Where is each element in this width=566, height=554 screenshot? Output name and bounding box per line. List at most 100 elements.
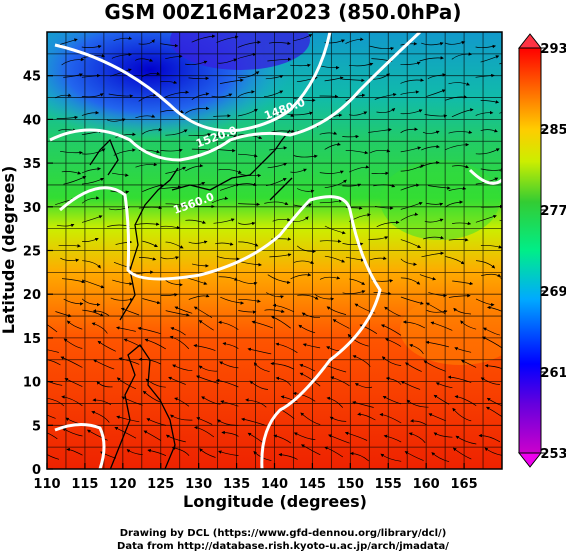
y-tick-label: 35	[23, 157, 41, 172]
streamline	[81, 148, 106, 155]
lat-lon-grid	[47, 32, 502, 469]
streamline	[238, 298, 261, 303]
streamline	[332, 319, 350, 329]
streamline	[82, 237, 99, 242]
streamline	[384, 338, 402, 347]
streamline	[269, 146, 288, 151]
streamline	[301, 312, 321, 319]
streamline	[400, 239, 422, 248]
streamline	[135, 114, 156, 119]
streamline	[376, 108, 396, 113]
streamline	[292, 391, 316, 402]
colorbar-max-triangle	[517, 33, 543, 49]
streamline	[448, 130, 473, 134]
streamline	[47, 414, 56, 419]
streamline	[419, 56, 444, 62]
streamline	[211, 93, 233, 98]
streamline	[400, 380, 421, 390]
streamline	[188, 240, 208, 244]
streamline	[300, 412, 321, 425]
streamline	[267, 274, 291, 285]
streamline	[455, 435, 477, 445]
streamline	[342, 78, 365, 83]
y-tick-label: 0	[32, 463, 41, 478]
streamline	[199, 448, 216, 458]
streamline	[475, 298, 495, 307]
streamline	[160, 293, 178, 297]
streamline	[448, 293, 471, 298]
streamline	[369, 149, 391, 154]
streamline	[142, 240, 158, 248]
streamline	[428, 185, 451, 190]
x-tick-label: 145	[299, 477, 326, 492]
streamline	[370, 256, 387, 261]
streamline	[165, 280, 183, 287]
streamline	[47, 349, 59, 353]
streamline	[47, 397, 65, 407]
streamline	[220, 296, 245, 305]
streamline	[215, 242, 234, 246]
streamline	[47, 453, 60, 460]
colorbar-tick-label: 277	[540, 204, 566, 219]
colorbar-tick-label: 269	[540, 285, 566, 300]
streamline	[431, 452, 450, 463]
map-title: GSM 00Z16Mar2023 (850.0hPa)	[104, 0, 462, 24]
streamline	[482, 327, 500, 336]
streamline	[92, 398, 112, 405]
streamline	[62, 427, 83, 437]
streamline	[81, 196, 100, 204]
streamline	[275, 342, 298, 353]
streamline	[400, 277, 421, 285]
streamline	[160, 148, 183, 153]
streamline	[82, 279, 105, 289]
streamline	[280, 395, 298, 403]
streamline	[194, 425, 215, 438]
streamline	[66, 447, 83, 456]
streamline	[47, 324, 58, 333]
height-contours	[49, 32, 502, 469]
x-axis: 110 115 120 125 130 135 140 145 150 155 160 165	[33, 463, 478, 492]
streamline	[116, 377, 137, 390]
streamline	[61, 278, 86, 284]
streamline	[293, 154, 318, 159]
streamline	[116, 415, 140, 423]
colorbar: 253 261 269 277 285 293	[517, 33, 566, 468]
streamline	[354, 383, 373, 388]
streamline	[218, 276, 239, 281]
streamline	[272, 217, 291, 222]
streamline	[319, 131, 338, 135]
credit-drawing: Drawing by DCL (https://www.gfd-dennou.o…	[119, 528, 447, 539]
streamline	[81, 110, 100, 116]
streamline	[357, 412, 376, 421]
streamline	[299, 363, 316, 372]
streamline	[503, 181, 520, 185]
streamline	[499, 219, 502, 221]
streamline	[454, 395, 477, 406]
streamline	[97, 340, 116, 352]
streamline	[218, 58, 238, 64]
streamline	[160, 80, 178, 84]
streamline	[379, 412, 402, 424]
streamline	[191, 34, 216, 43]
streamline	[241, 417, 265, 426]
streamline	[293, 260, 315, 264]
coastlines	[89, 129, 293, 469]
streamline	[451, 164, 469, 169]
streamline	[168, 376, 186, 385]
streamline	[319, 199, 343, 204]
streamline	[93, 359, 115, 370]
streamline	[506, 36, 522, 42]
streamline	[110, 297, 134, 302]
streamline	[319, 170, 344, 174]
colorbar-tick-label: 293	[540, 42, 566, 57]
streamline	[290, 168, 307, 173]
streamline	[342, 134, 360, 139]
streamline	[480, 100, 500, 104]
streamline	[237, 40, 261, 48]
streamline	[452, 280, 474, 286]
x-tick-label: 120	[109, 477, 136, 492]
x-tick-label: 150	[337, 477, 364, 492]
streamline	[138, 93, 157, 102]
